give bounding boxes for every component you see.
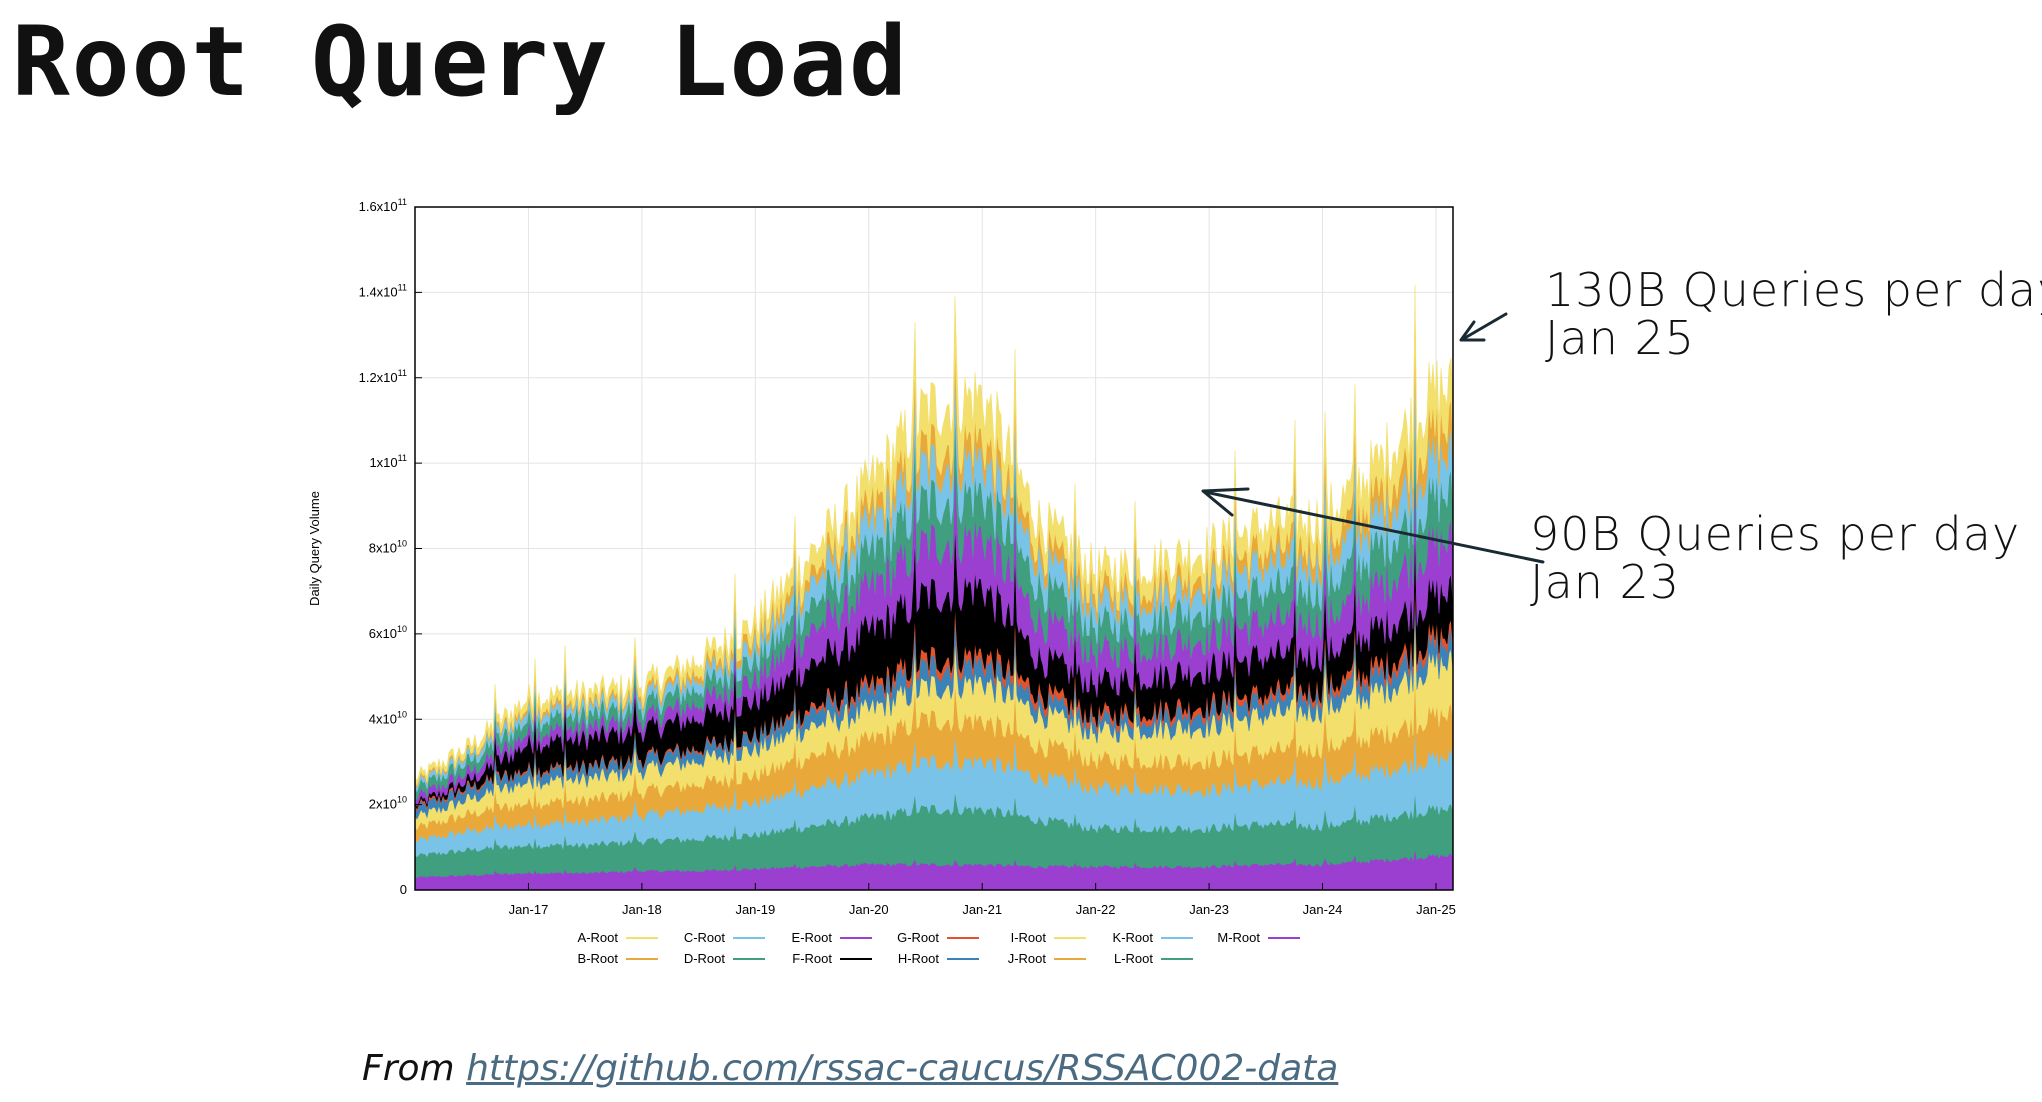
x-axis: Jan-17 Jan-18 Jan-19 Jan-20 Jan-21 Jan-22 Jan-… (509, 883, 1456, 917)
legend-label-e-root: E-Root (792, 930, 833, 945)
source-link[interactable]: https://github.com/rssac-caucus/RSSAC002… (466, 1048, 1339, 1089)
arrow-90b-head (1201, 487, 1250, 517)
x-tick-label: Jan-22 (1076, 902, 1116, 917)
legend-label-j-root: J-Root (1008, 951, 1047, 966)
y-tick-label: 4x1010 (369, 709, 407, 726)
legend-label-g-root: G-Root (897, 930, 939, 945)
annotation-90b: 90B Queries per day Jan 23 (1530, 510, 2020, 607)
annotation-90b-line1: 90B Queries per day (1530, 507, 2021, 561)
y-tick-label: 0 (400, 882, 407, 897)
legend-label-d-root: D-Root (684, 951, 726, 966)
y-axis-label: Daily Query Volume (307, 491, 322, 606)
y-tick-label: 1x1011 (369, 453, 407, 470)
x-tick-label: Jan-24 (1303, 902, 1343, 917)
annotation-130b: 130B Queries per day Jan 25 (1545, 266, 2042, 363)
legend-label-m-root: M-Root (1217, 930, 1260, 945)
annotation-arrows (1201, 312, 1545, 564)
source-citation: From https://github.com/rssac-caucus/RSS… (362, 1048, 1338, 1089)
y-tick-label: 6x1010 (369, 624, 407, 641)
annotation-90b-line2: Jan 23 (1530, 555, 1681, 610)
x-tick-label: Jan-25 (1416, 902, 1456, 917)
x-tick-label: Jan-17 (509, 902, 549, 917)
x-tick-label: Jan-19 (735, 902, 775, 917)
slide-title: Root Query Load (12, 6, 909, 118)
arrow-90b-shaft (1203, 490, 1545, 564)
legend-label-c-root: C-Root (684, 930, 726, 945)
legend: A-Root C-Root E-Root G-Root I-Root K-Root M-Ro… (578, 930, 1300, 966)
annotation-130b-line2: Jan 25 (1545, 311, 1696, 366)
area-layer (414, 284, 1454, 891)
annotation-130b-line1: 130B Queries per day (1545, 263, 2042, 317)
y-tick-label: 8x1010 (369, 539, 407, 556)
y-tick-label: 1.2x1011 (359, 368, 407, 385)
legend-label-f-root: F-Root (792, 951, 832, 966)
x-tick-label: Jan-23 (1189, 902, 1229, 917)
legend-label-h-root: H-Root (898, 951, 940, 966)
legend-label-i-root: I-Root (1011, 930, 1047, 945)
y-tick-label: 1.6x1011 (359, 197, 407, 214)
legend-label-b-root: B-Root (578, 951, 619, 966)
x-tick-label: Jan-21 (962, 902, 1002, 917)
y-tick-label: 2x1010 (369, 795, 407, 812)
legend-label-k-root: K-Root (1113, 930, 1154, 945)
x-tick-label: Jan-18 (622, 902, 662, 917)
arrow-130b-head (1459, 320, 1486, 342)
y-tick-label: 1.4x1011 (359, 282, 407, 299)
arrow-130b-shaft (1461, 312, 1508, 341)
legend-label-a-root: A-Root (578, 930, 619, 945)
y-axis: 0 2x1010 4x1010 6x1010 8x1010 1x1011 1.2x1011 1… (359, 197, 422, 897)
legend-label-l-root: L-Root (1114, 951, 1153, 966)
x-tick-label: Jan-20 (849, 902, 889, 917)
source-prefix: From (362, 1048, 455, 1089)
